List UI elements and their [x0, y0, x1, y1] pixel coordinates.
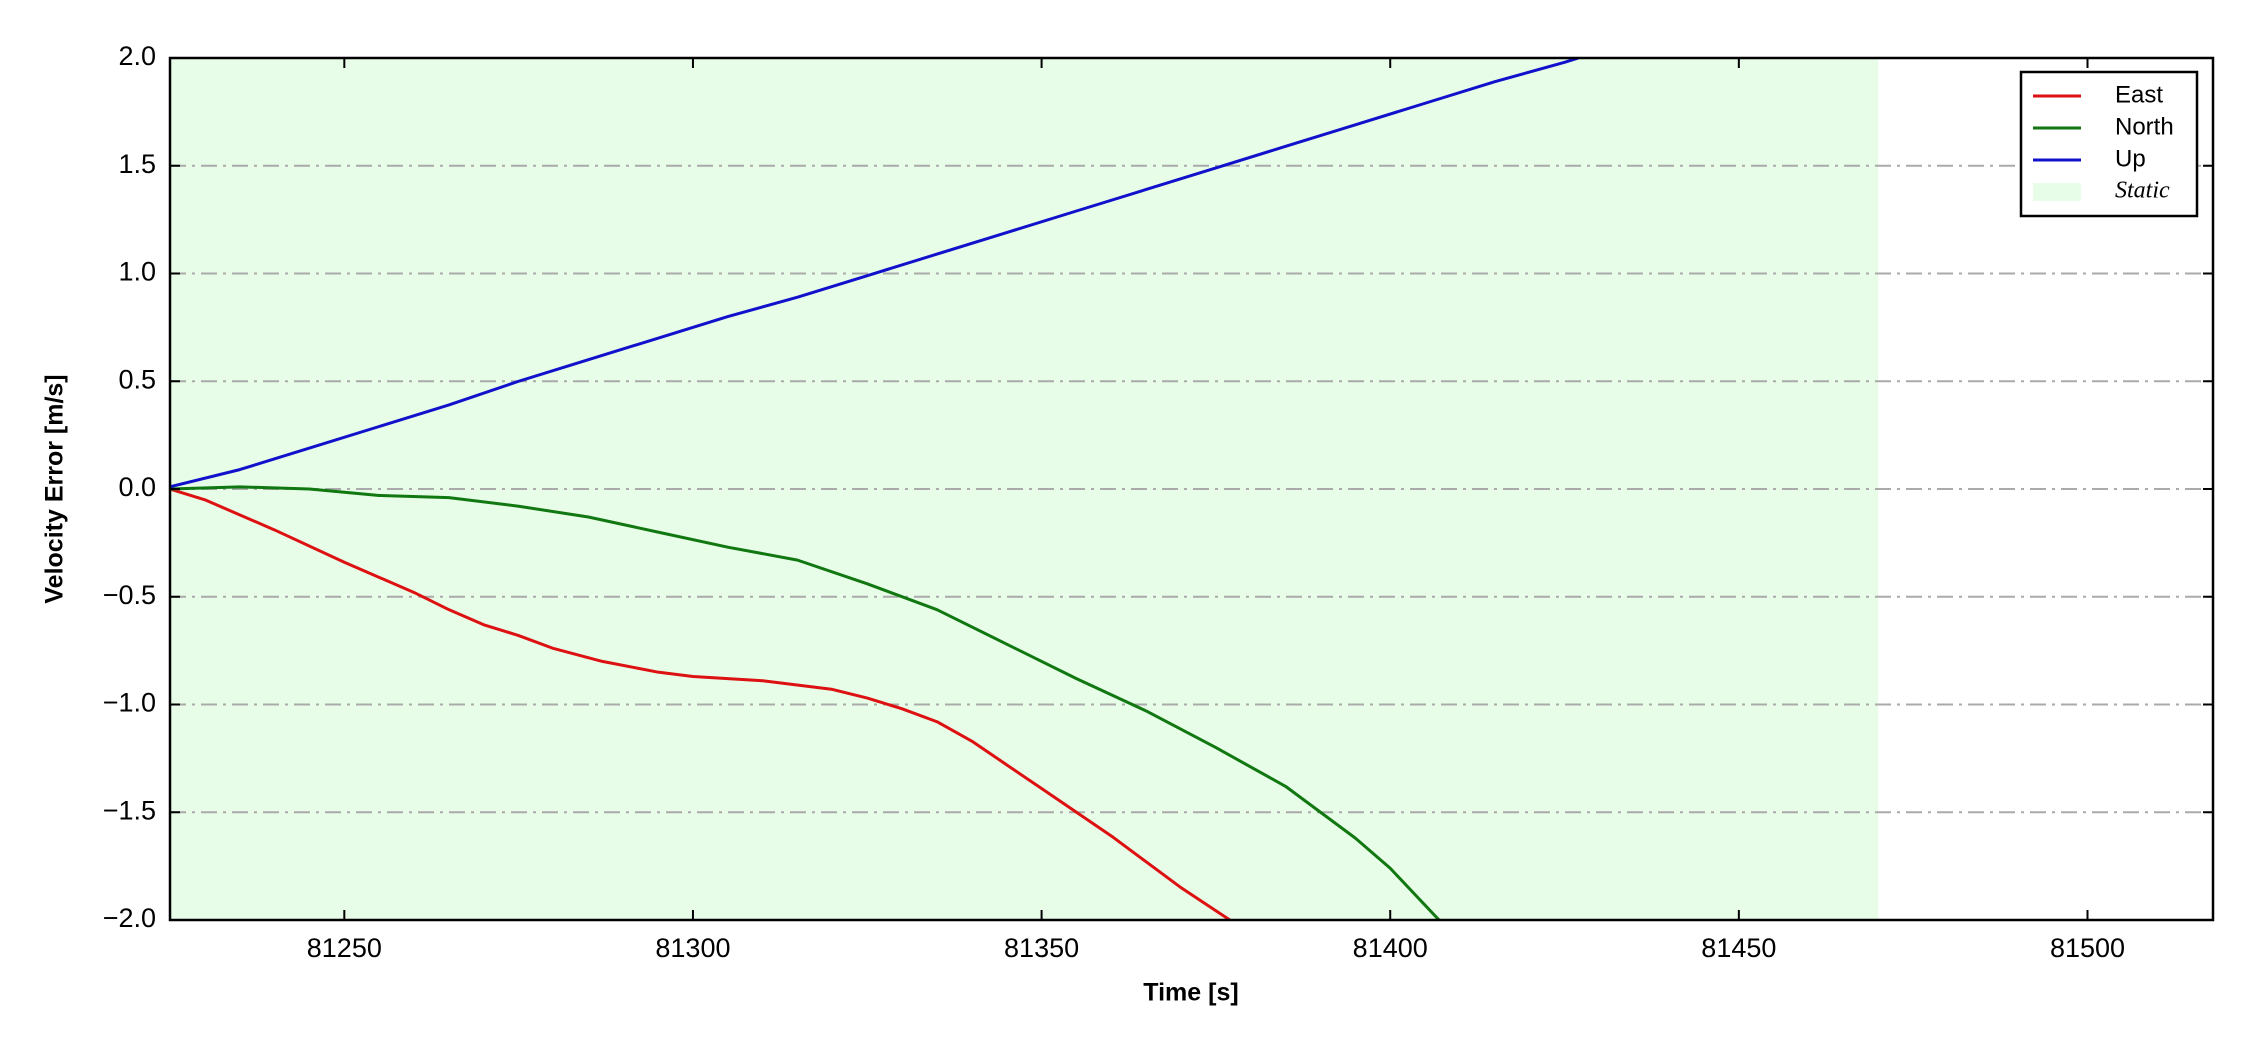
y-tick-label: −2.0: [103, 903, 156, 933]
y-tick-label: 1.5: [118, 149, 156, 179]
y-tick-label: −1.5: [103, 795, 156, 825]
legend: East North Up Static: [2019, 70, 2199, 218]
y-axis-label: Velocity Error [m/s]: [41, 374, 69, 603]
x-tick-label: 81450: [1701, 933, 1776, 963]
legend-swatch: [2033, 183, 2081, 201]
x-tick-label: 81300: [655, 933, 730, 963]
x-tick-label: 81350: [1004, 933, 1079, 963]
x-tick-label: 81400: [1353, 933, 1428, 963]
legend-label: North: [2115, 113, 2174, 140]
legend-label: Static: [2115, 178, 2170, 204]
x-tick-label: 81250: [307, 933, 382, 963]
series-line: [170, 487, 1231, 920]
x-axis-label: Time [s]: [1143, 979, 1238, 1007]
y-tick-label: 2.0: [118, 41, 156, 71]
ticks: −2.0 −1.5 −1.0 −0.5 0.0 0.5 1.0 1.5 2.0 81250 8130…: [103, 41, 2213, 963]
lines: [170, 58, 1579, 920]
y-tick-label: −1.0: [103, 688, 156, 718]
x-tick-label: 81500: [2050, 933, 2125, 963]
y-tick-label: 1.0: [118, 257, 156, 287]
y-tick-label: −0.5: [103, 580, 156, 610]
y-tick-label: 0.5: [118, 364, 156, 394]
y-tick-label: 0.0: [118, 472, 156, 502]
series-line: [170, 58, 1579, 489]
series-line: [170, 485, 1441, 920]
legend-label: East: [2115, 81, 2163, 108]
legend-label: Up: [2115, 145, 2146, 172]
